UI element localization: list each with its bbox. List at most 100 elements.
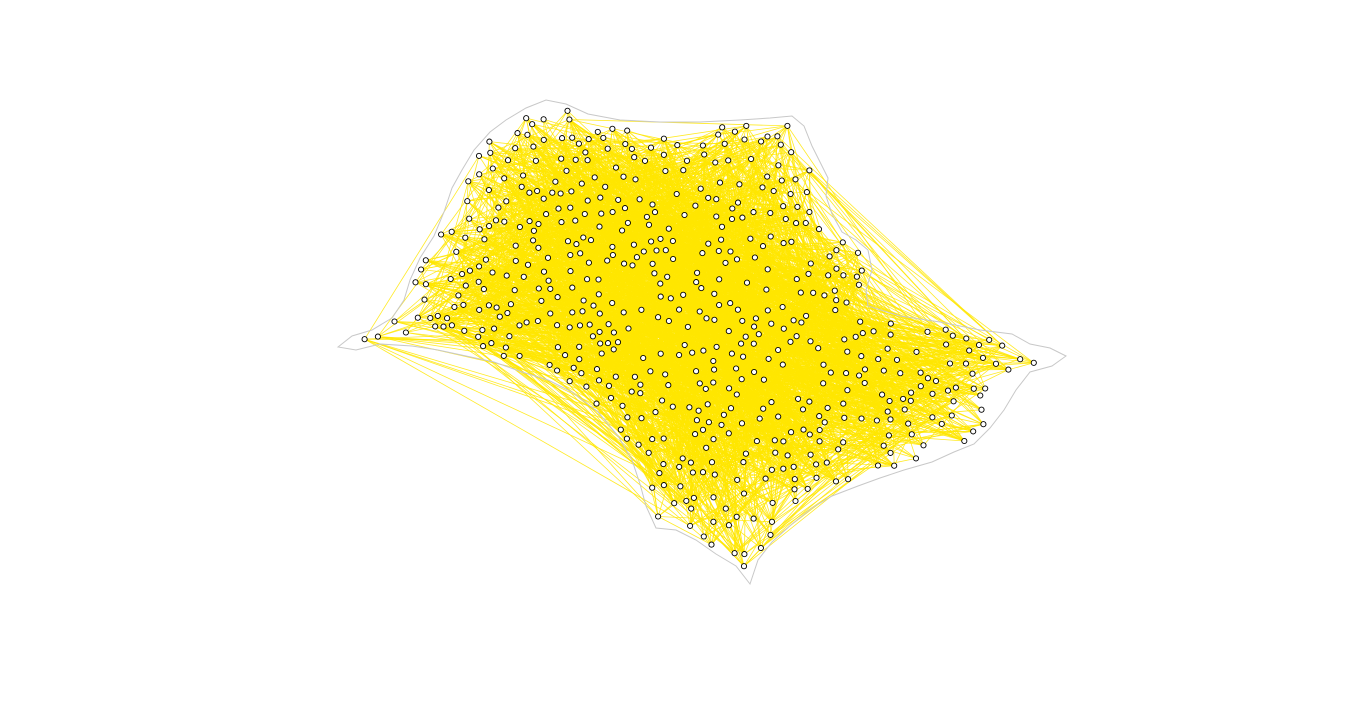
network-node xyxy=(576,322,584,329)
network-node xyxy=(771,437,778,444)
network-node xyxy=(558,219,565,226)
network-edge xyxy=(535,160,974,390)
network-node xyxy=(659,397,666,404)
network-node xyxy=(427,314,434,322)
network-node xyxy=(807,260,814,267)
network-node xyxy=(620,309,627,316)
network-edge xyxy=(493,296,558,329)
network-node xyxy=(792,497,799,505)
network-node xyxy=(593,400,600,407)
network-node xyxy=(630,241,637,248)
network-node xyxy=(768,466,775,473)
network-edge xyxy=(711,276,858,545)
network-node xyxy=(733,365,740,372)
network-edge xyxy=(655,411,681,487)
network-edge xyxy=(364,155,480,340)
network-node xyxy=(1017,356,1024,363)
network-edge xyxy=(556,370,694,473)
network-node xyxy=(432,323,439,330)
network-node xyxy=(843,299,850,306)
network-node xyxy=(692,431,699,438)
network-node xyxy=(609,251,616,259)
network-node xyxy=(779,361,786,368)
network-node xyxy=(628,145,635,152)
network-edge xyxy=(417,168,494,318)
network-edge xyxy=(529,192,566,356)
network-node xyxy=(649,484,656,491)
network-edge xyxy=(588,262,928,333)
network-node xyxy=(586,321,593,328)
network-node xyxy=(969,370,976,377)
network-edge xyxy=(677,134,719,146)
network-node xyxy=(711,366,718,373)
network-node xyxy=(703,444,710,451)
network-node xyxy=(852,333,859,340)
network-node xyxy=(680,291,687,298)
network-node xyxy=(715,131,722,138)
network-node xyxy=(816,413,823,420)
network-node xyxy=(740,563,748,570)
network-node xyxy=(720,411,727,418)
network-edge xyxy=(703,388,974,537)
network-node xyxy=(516,322,523,329)
network-node xyxy=(485,186,492,194)
network-node xyxy=(803,312,810,319)
network-edge xyxy=(648,224,967,364)
network-node xyxy=(929,414,936,421)
network-node xyxy=(699,469,707,476)
network-node xyxy=(753,438,760,445)
network-node xyxy=(554,322,561,329)
network-edge xyxy=(604,186,788,456)
network-node xyxy=(764,307,771,314)
network-edge xyxy=(443,326,732,354)
network-node xyxy=(856,372,863,379)
network-node xyxy=(715,247,722,255)
network-node xyxy=(711,471,718,478)
network-node xyxy=(924,375,931,382)
network-node xyxy=(743,122,750,129)
network-node xyxy=(805,270,812,277)
network-node xyxy=(961,437,968,445)
network-node xyxy=(759,184,766,191)
network-edge xyxy=(478,155,524,176)
network-node xyxy=(503,272,510,279)
network-edge xyxy=(608,324,659,517)
network-edge xyxy=(689,369,1009,527)
network-node xyxy=(535,244,542,251)
network-node xyxy=(938,420,945,427)
network-node xyxy=(875,356,882,363)
network-node xyxy=(711,290,718,297)
network-node xyxy=(942,326,949,333)
network-edge xyxy=(570,154,665,272)
network-node xyxy=(584,157,591,164)
network-node xyxy=(480,343,487,350)
network-node xyxy=(975,341,983,349)
network-edge xyxy=(507,312,817,479)
network-node xyxy=(569,134,576,141)
network-node xyxy=(741,551,748,558)
network-node xyxy=(738,376,745,383)
network-node xyxy=(402,329,409,336)
network-node xyxy=(806,431,813,438)
network-node xyxy=(978,406,985,413)
network-edge xyxy=(834,290,1021,360)
network-node xyxy=(807,451,814,458)
network-node xyxy=(952,384,959,391)
network-edge xyxy=(760,445,884,549)
network-node xyxy=(614,339,622,346)
network-node xyxy=(671,500,678,507)
network-edge xyxy=(564,354,754,519)
network-node xyxy=(917,383,924,390)
network-node xyxy=(581,210,588,218)
network-node xyxy=(476,171,483,178)
network-node xyxy=(692,202,699,209)
network-node xyxy=(569,309,576,316)
network-node xyxy=(459,270,466,278)
network-node xyxy=(558,155,565,162)
network-node xyxy=(555,205,562,212)
network-node xyxy=(970,428,977,435)
network-edge xyxy=(610,397,788,456)
network-edge xyxy=(498,207,600,227)
network-node xyxy=(798,319,805,326)
network-node xyxy=(750,209,757,216)
